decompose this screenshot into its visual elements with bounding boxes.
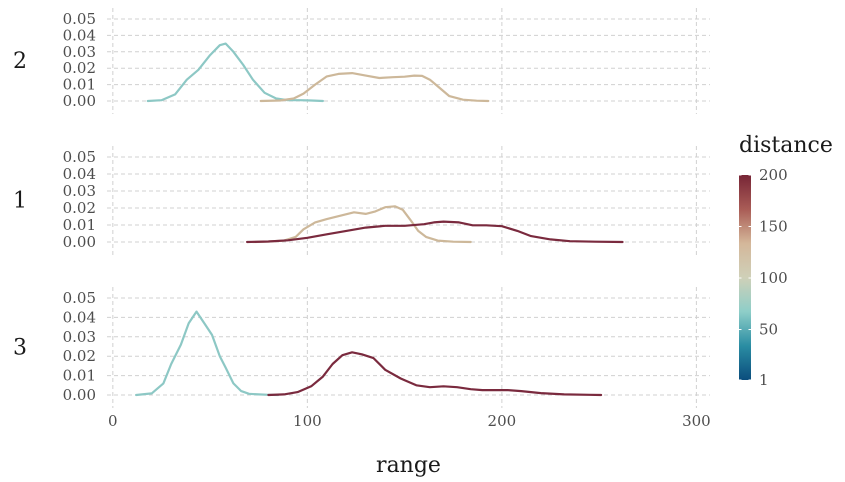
x-axis-title: range [376,453,441,478]
legend-tick-label: 100 [759,269,788,287]
facet-panel-3: 0.000.01 0.020.03 0.040.05 3 [13,287,710,408]
y-tick-label: 0.00 [63,386,96,404]
density-line-distance-50 [135,310,280,397]
y-tick-label: 0.05 [63,289,96,307]
y-tick-label: 0.02 [63,59,96,77]
y-tick-label: 0.04 [63,26,96,44]
facet-label: 2 [13,49,27,74]
y-tick-label: 0.05 [63,10,96,28]
facet-panels: 0.000.010.020.030.040.0520.000.010.020.0… [13,8,710,408]
x-axis: 0 100 200 300 [108,412,711,430]
legend-title: distance [739,133,833,158]
y-tick-label: 0.02 [63,347,96,365]
density-line-distance-50 [146,42,324,103]
facet-panel-2: 0.000.010.020.030.040.05 2 [13,8,710,114]
y-tick-label: 0.05 [63,148,96,166]
x-tick-label: 300 [682,412,711,430]
density-line-distance-150 [259,72,490,103]
y-tick-label: 0.00 [63,92,96,110]
facet-panel-1: 0.000.010.020.030.040.05 1 [13,146,710,255]
y-tick-label: 0.01 [63,76,96,94]
y-tick-label: 0.03 [63,328,96,346]
legend-colorbar [739,175,751,380]
legend-tick-label: 200 [759,166,788,184]
density-line-distance-200 [246,220,624,244]
y-tick-label: 0.03 [63,43,96,61]
density-line-distance-200 [267,351,603,397]
y-tick-label: 0.04 [63,165,96,183]
facet-label: 3 [13,336,27,361]
y-tick-label: 0.01 [63,216,96,234]
y-tick-label: 0.01 [63,367,96,385]
legend-tick-label: 1 [759,371,769,389]
y-tick-label: 0.03 [63,182,96,200]
x-tick-label: 200 [488,412,517,430]
x-tick-label: 100 [293,412,322,430]
y-tick-label: 0.02 [63,199,96,217]
y-tick-label: 0.04 [63,308,96,326]
x-tick-label: 0 [108,412,118,430]
legend-tick-label: 150 [759,218,788,236]
density-line-distance-150 [251,205,472,244]
y-tick-label: 0.00 [63,233,96,251]
facet-label: 1 [13,189,27,214]
legend-tick-label: 50 [759,321,778,339]
